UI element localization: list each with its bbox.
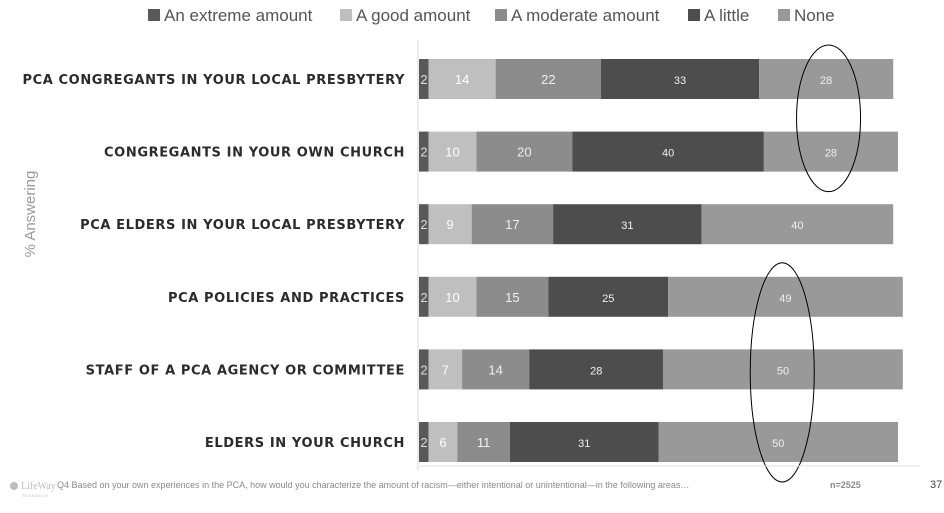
- bar-a-good-amount-3: [428, 276, 477, 317]
- category-label-pca-elders-in-your-local-presbytery: PCA ELDERS IN YOUR LOCAL PRESBYTERY: [80, 218, 405, 233]
- value-label-a-moderate-amount-0: 22: [541, 72, 555, 87]
- bar-an-extreme-amount-0: [419, 59, 429, 99]
- chart-legend: An extreme amount A good amount A moderate…: [148, 6, 835, 25]
- highlight-ellipse-1: [749, 262, 815, 483]
- value-label-an-extreme-amount-5: 2: [420, 435, 427, 450]
- value-label-a-good-amount-0: 14: [455, 72, 469, 87]
- logo-text: LifeWay: [21, 481, 56, 492]
- legend-label-none: None: [794, 6, 835, 25]
- bar-a-moderate-amount-0: [495, 59, 602, 99]
- legend-swatch-an-extreme-amount: [148, 9, 160, 21]
- bar-a-good-amount-5: [428, 422, 458, 462]
- lifeway-logo: LifeWay RESEARCH: [10, 481, 56, 498]
- category-label-congregants-in-your-own-church: CONGREGANTS IN YOUR OWN CHURCH: [104, 146, 405, 161]
- bar-a-little-2: [553, 204, 702, 245]
- question-footnote: Q4 Based on your own experiences in the …: [57, 480, 689, 490]
- category-label-staff-of-a-pca-agency-or-committee: STAFF OF A PCA AGENCY OR COMMITTEE: [86, 363, 405, 378]
- highlight-ellipse-0: [796, 44, 862, 193]
- bar-a-moderate-amount-1: [476, 131, 573, 172]
- legend-swatch-none: [778, 9, 790, 21]
- value-label-a-moderate-amount-4: 14: [488, 362, 502, 377]
- value-label-a-moderate-amount-1: 20: [517, 145, 531, 160]
- highlight-ellipses: [749, 44, 862, 483]
- value-label-a-little-2: 31: [621, 220, 633, 232]
- value-label-a-little-3: 25: [602, 293, 614, 305]
- bar-a-moderate-amount-4: [462, 349, 530, 390]
- bar-none-4: [663, 349, 903, 390]
- legend-swatch-a-good-amount: [340, 9, 352, 21]
- bar-a-good-amount-0: [428, 59, 496, 99]
- y-axis-label: % Answering: [22, 171, 39, 258]
- value-label-an-extreme-amount-1: 2: [420, 145, 427, 160]
- bar-a-good-amount-1: [428, 131, 477, 172]
- value-label-a-moderate-amount-5: 11: [477, 435, 491, 450]
- value-label-a-little-0: 33: [674, 75, 686, 87]
- bar-a-little-4: [529, 349, 664, 390]
- bar-a-good-amount-4: [428, 349, 463, 390]
- category-label-pca-policies-and-practices: PCA POLICIES AND PRACTICES: [168, 291, 405, 306]
- bar-an-extreme-amount-4: [419, 349, 429, 390]
- value-label-none-4: 50: [777, 365, 789, 377]
- value-label-none-0: 28: [820, 75, 832, 87]
- value-label-a-good-amount-1: 10: [445, 145, 459, 160]
- value-label-none-5: 50: [772, 438, 784, 450]
- value-label-an-extreme-amount-2: 2: [420, 217, 427, 232]
- legend-label-a-good-amount: A good amount: [356, 6, 471, 25]
- bar-a-little-5: [510, 422, 659, 462]
- bars-group: 2 14 22 33 282 10 20 40 282 9 17 31 402 10 15 25 492 7 14 2…: [419, 59, 903, 462]
- value-label-none-3: 49: [779, 293, 791, 305]
- value-label-a-good-amount-3: 10: [445, 290, 459, 305]
- value-label-a-moderate-amount-3: 15: [505, 290, 519, 305]
- legend-label-a-little: A little: [704, 6, 749, 25]
- legend-swatch-a-moderate-amount: [495, 9, 507, 21]
- category-label-pca-congregants-in-your-local-presbytery: PCA CONGREGANTS IN YOUR LOCAL PRESBYTERY: [22, 73, 405, 88]
- value-label-a-moderate-amount-2: 17: [505, 217, 519, 232]
- svg-text:RESEARCH: RESEARCH: [22, 493, 48, 498]
- value-label-a-little-5: 31: [578, 438, 590, 450]
- bar-none-0: [759, 59, 894, 99]
- bar-none-5: [658, 422, 898, 462]
- bar-an-extreme-amount-2: [419, 204, 429, 245]
- page-number: 37: [930, 479, 942, 491]
- value-label-an-extreme-amount-0: 2: [420, 72, 427, 87]
- bar-a-little-1: [572, 131, 764, 172]
- bar-a-moderate-amount-5: [457, 422, 511, 462]
- bar-an-extreme-amount-3: [419, 276, 429, 317]
- bar-a-good-amount-2: [428, 204, 472, 245]
- sample-size: n=2525: [830, 480, 861, 490]
- bar-a-little-0: [601, 59, 760, 99]
- bar-none-3: [668, 276, 903, 317]
- value-label-a-little-1: 40: [662, 148, 674, 160]
- bar-a-little-3: [548, 276, 669, 317]
- bar-an-extreme-amount-1: [419, 131, 429, 172]
- bar-a-moderate-amount-2: [471, 204, 554, 245]
- value-label-a-little-4: 28: [590, 365, 602, 377]
- category-labels: PCA CONGREGANTS IN YOUR LOCAL PRESBYTERY…: [22, 73, 405, 451]
- bar-a-moderate-amount-3: [476, 276, 549, 317]
- value-label-an-extreme-amount-3: 2: [420, 290, 427, 305]
- legend-swatch-a-little: [688, 9, 700, 21]
- legend-label-an-extreme-amount: An extreme amount: [164, 6, 313, 25]
- value-label-none-2: 40: [791, 220, 803, 232]
- bar-none-2: [701, 204, 894, 245]
- bar-an-extreme-amount-5: [419, 422, 429, 462]
- value-label-none-1: 28: [825, 148, 837, 160]
- value-label-a-good-amount-2: 9: [447, 217, 454, 232]
- bar-none-1: [763, 131, 898, 172]
- value-label-a-good-amount-4: 7: [442, 362, 449, 377]
- legend-label-a-moderate-amount: A moderate amount: [511, 6, 660, 25]
- category-label-elders-in-your-church: ELDERS IN YOUR CHURCH: [205, 436, 405, 451]
- value-label-an-extreme-amount-4: 2: [420, 362, 427, 377]
- value-label-a-good-amount-5: 6: [439, 435, 446, 450]
